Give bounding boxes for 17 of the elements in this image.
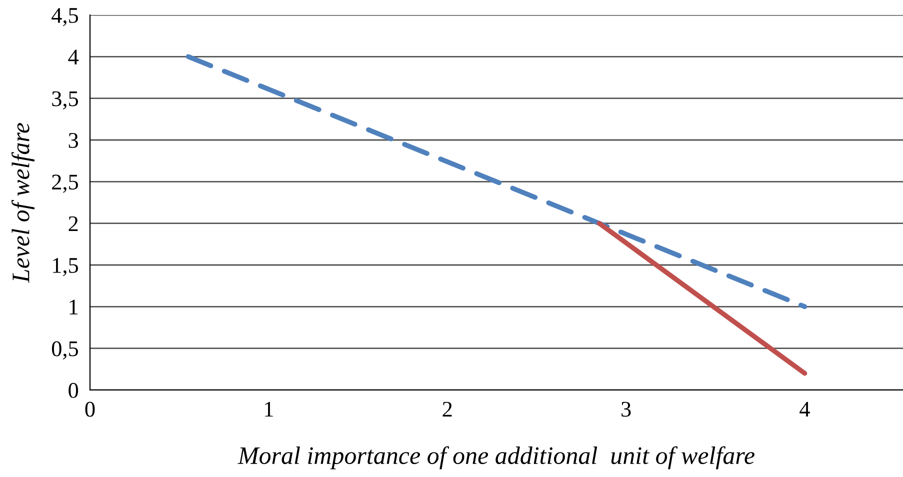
x-tick-label: 2 bbox=[442, 402, 452, 417]
x-tick-label: 4 bbox=[800, 402, 810, 417]
x-tick-label: 0 bbox=[85, 402, 95, 417]
y-tick-label: 1,5 bbox=[53, 258, 78, 276]
x-tick-label: 1 bbox=[265, 402, 273, 417]
y-tick-label: 0,5 bbox=[52, 341, 78, 360]
y-tick-label: 4 bbox=[68, 50, 79, 64]
y-axis-title: Level of welfare bbox=[12, 122, 34, 283]
y-tick-label: 4,5 bbox=[52, 8, 78, 26]
x-tick-label: 3 bbox=[622, 402, 631, 417]
y-tick-label: 3 bbox=[68, 132, 78, 148]
y-tick-label: 2 bbox=[68, 216, 78, 232]
x-axis-title: Moral importance of one additional unit of welfare bbox=[238, 446, 754, 470]
y-tick-label: 1 bbox=[70, 300, 78, 314]
y-tick-label: 0 bbox=[68, 382, 78, 398]
y-tick-label: 3,5 bbox=[52, 91, 78, 110]
y-tick-label: 2,5 bbox=[52, 174, 78, 193]
